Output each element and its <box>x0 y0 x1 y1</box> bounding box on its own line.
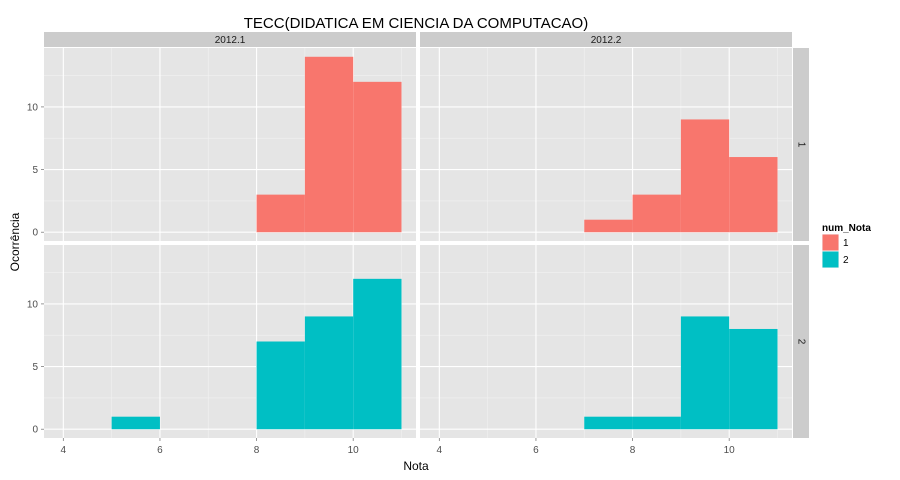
bar-series <box>256 56 402 233</box>
x-tick-label: 10 <box>348 445 360 456</box>
legend-key-swatch <box>822 234 839 251</box>
y-tick-label: 10 <box>27 299 39 310</box>
legend-label: 2 <box>843 255 849 266</box>
y-tick-label: 0 <box>32 228 38 239</box>
bar-series <box>111 278 402 430</box>
histogram-bar <box>304 316 354 430</box>
x-tick-label: 6 <box>157 445 163 456</box>
facet-strip-column <box>420 32 792 47</box>
histogram-bar <box>353 278 402 430</box>
histogram-bar <box>584 416 633 430</box>
histogram-bar <box>632 194 681 233</box>
x-tick-label: 10 <box>724 445 736 456</box>
legend-key-swatch <box>822 251 839 268</box>
histogram-bar <box>256 341 305 430</box>
facet-strip-label: 2012.2 <box>591 35 622 46</box>
facet-strip-label: 2012.1 <box>215 35 246 46</box>
histogram-bar <box>680 316 730 430</box>
histogram-bar <box>632 416 681 430</box>
y-tick-label: 10 <box>27 102 39 113</box>
y-tick-label: 0 <box>32 425 38 436</box>
histogram-bar <box>729 328 778 430</box>
x-tick-label: 8 <box>254 445 260 456</box>
histogram-bar <box>353 81 402 233</box>
x-tick-label: 4 <box>61 445 67 456</box>
y-tick-label: 5 <box>32 362 38 373</box>
facet-strip-row <box>793 48 809 241</box>
bar-series <box>584 316 778 430</box>
bar-series <box>584 119 778 233</box>
histogram-bar <box>729 157 778 233</box>
x-axis-title: Nota <box>403 459 429 473</box>
facet-strip-row <box>793 245 809 438</box>
facet-strip-column <box>44 32 416 47</box>
chart-title: TECC(DIDATICA EM CIENCIA DA COMPUTACAO) <box>244 15 588 32</box>
chart-panels: 2012.1 2012.2 1 2 0 5 10 0 5 10 4 6 8 10 4 6 8 10 <box>27 32 809 456</box>
legend-label: 1 <box>843 238 849 249</box>
legend: num_Nota 1 2 <box>822 223 871 268</box>
x-tick-label: 8 <box>630 445 636 456</box>
facet-strip-label: 2 <box>795 339 806 345</box>
histogram-bar <box>584 219 633 233</box>
y-axis-title: Ocorrência <box>8 212 22 271</box>
x-tick-label: 6 <box>533 445 539 456</box>
histogram-bar <box>304 56 354 233</box>
histogram-bar <box>680 119 730 233</box>
histogram-bar <box>111 416 160 430</box>
x-tick-label: 4 <box>437 445 443 456</box>
histogram-bar <box>256 194 305 233</box>
y-tick-label: 5 <box>32 165 38 176</box>
legend-title: num_Nota <box>822 223 871 234</box>
facet-strip-label: 1 <box>795 142 806 148</box>
